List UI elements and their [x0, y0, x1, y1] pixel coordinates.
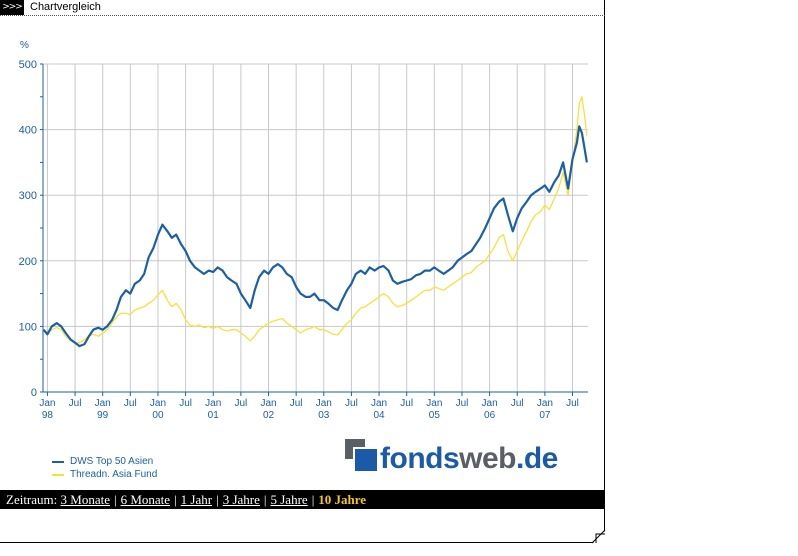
x-tick-label: Jul: [400, 398, 413, 409]
x-tick-label: Jul: [124, 398, 137, 409]
chart-panel: >>> Chartvergleich 0 100 200 300 400 500 Jan 98…: [0, 0, 605, 543]
chart-series: [42, 96, 588, 348]
series-line-threadn-asia-fund: [43, 96, 588, 344]
legend-swatch: [52, 473, 64, 476]
x-tick-label: Jul: [234, 398, 247, 409]
x-tick-label: Jul: [290, 398, 303, 409]
x-tick-label: Jan: [150, 398, 166, 409]
legend-item: Threadn. Asia Fund: [52, 468, 157, 481]
x-tick-label: 98: [42, 410, 54, 421]
zeitraum-option[interactable]: 3 Jahre: [222, 492, 260, 507]
x-tick-label: Jan: [316, 398, 332, 409]
x-tick-label: Jan: [205, 398, 221, 409]
x-tick-label: Jan: [95, 398, 111, 409]
zeitraum-separator: |: [311, 492, 315, 507]
x-tick-label: Jan: [537, 398, 553, 409]
x-tick-label: Jul: [69, 398, 82, 409]
chart-axes: [40, 63, 588, 396]
x-tick-label: Jan: [260, 398, 276, 409]
x-tick-label: 02: [263, 410, 275, 421]
zeitraum-option[interactable]: 3 Monate: [60, 492, 110, 507]
x-tick-label: Jul: [456, 398, 469, 409]
page-curl-icon: [592, 530, 606, 544]
y-tick-label: 400: [19, 125, 37, 137]
x-tick-label: 03: [318, 410, 330, 421]
x-tick-label: Jan: [482, 398, 498, 409]
logo-text: fondsweb.de: [380, 442, 558, 475]
y-tick-label: 300: [19, 190, 37, 202]
zeitraum-option[interactable]: 5 Jahre: [270, 492, 308, 507]
x-tick-label: Jan: [371, 398, 387, 409]
zeitraum-bar: Zeitraum: 3 Monate | 6 Monate | 1 Jahr | 3 Jah…: [0, 490, 605, 509]
legend-item: DWS Top 50 Asien: [52, 455, 157, 468]
panel-title: Chartvergleich: [30, 1, 101, 13]
x-tick-label: Jul: [345, 398, 358, 409]
zeitraum-separator: |: [174, 492, 177, 507]
zeitraum-option[interactable]: 10 Jahre: [318, 492, 367, 507]
fondsweb-logo: fondsweb.de: [345, 439, 558, 479]
y-tick-label: 100: [19, 321, 37, 333]
logo-square-icon: [353, 447, 379, 473]
x-tick-label: 00: [152, 410, 164, 421]
chart-grid: [43, 63, 588, 393]
legend-label: DWS Top 50 Asien: [70, 456, 154, 467]
legend-label: Threadn. Asia Fund: [70, 469, 158, 480]
zeitraum-option[interactable]: 6 Monate: [120, 492, 171, 507]
series-line-dws-top-50-asien: [42, 125, 588, 348]
zeitraum-label: Zeitraum:: [6, 492, 58, 507]
y-tick-label: 500: [19, 59, 37, 71]
x-tick-label: 07: [539, 410, 551, 421]
zeitraum-separator: |: [263, 492, 267, 507]
zeitraum-separator: |: [216, 492, 219, 507]
zeitraum-separator: |: [113, 492, 117, 507]
x-tick-label: 06: [484, 410, 496, 421]
x-tick-label: 01: [208, 410, 220, 421]
y-axis-unit: %: [20, 40, 29, 51]
chart-legend: DWS Top 50 Asien Threadn. Asia Fund: [52, 455, 157, 481]
x-tick-label: Jan: [39, 398, 55, 409]
chevrons-icon: >>>: [0, 0, 24, 15]
x-tick-label: Jul: [566, 398, 579, 409]
x-tick-label: Jul: [511, 398, 524, 409]
x-tick-label: 99: [97, 410, 109, 421]
y-tick-label: 0: [31, 387, 37, 399]
x-tick-label: Jul: [179, 398, 192, 409]
x-tick-label: 05: [429, 410, 441, 421]
x-tick-label: Jan: [426, 398, 442, 409]
legend-swatch: [52, 460, 64, 463]
y-tick-label: 200: [19, 256, 37, 268]
x-tick-label: 04: [374, 410, 386, 421]
zeitraum-option[interactable]: 1 Jahr: [180, 492, 213, 507]
panel-header: >>> Chartvergleich: [0, 0, 605, 16]
